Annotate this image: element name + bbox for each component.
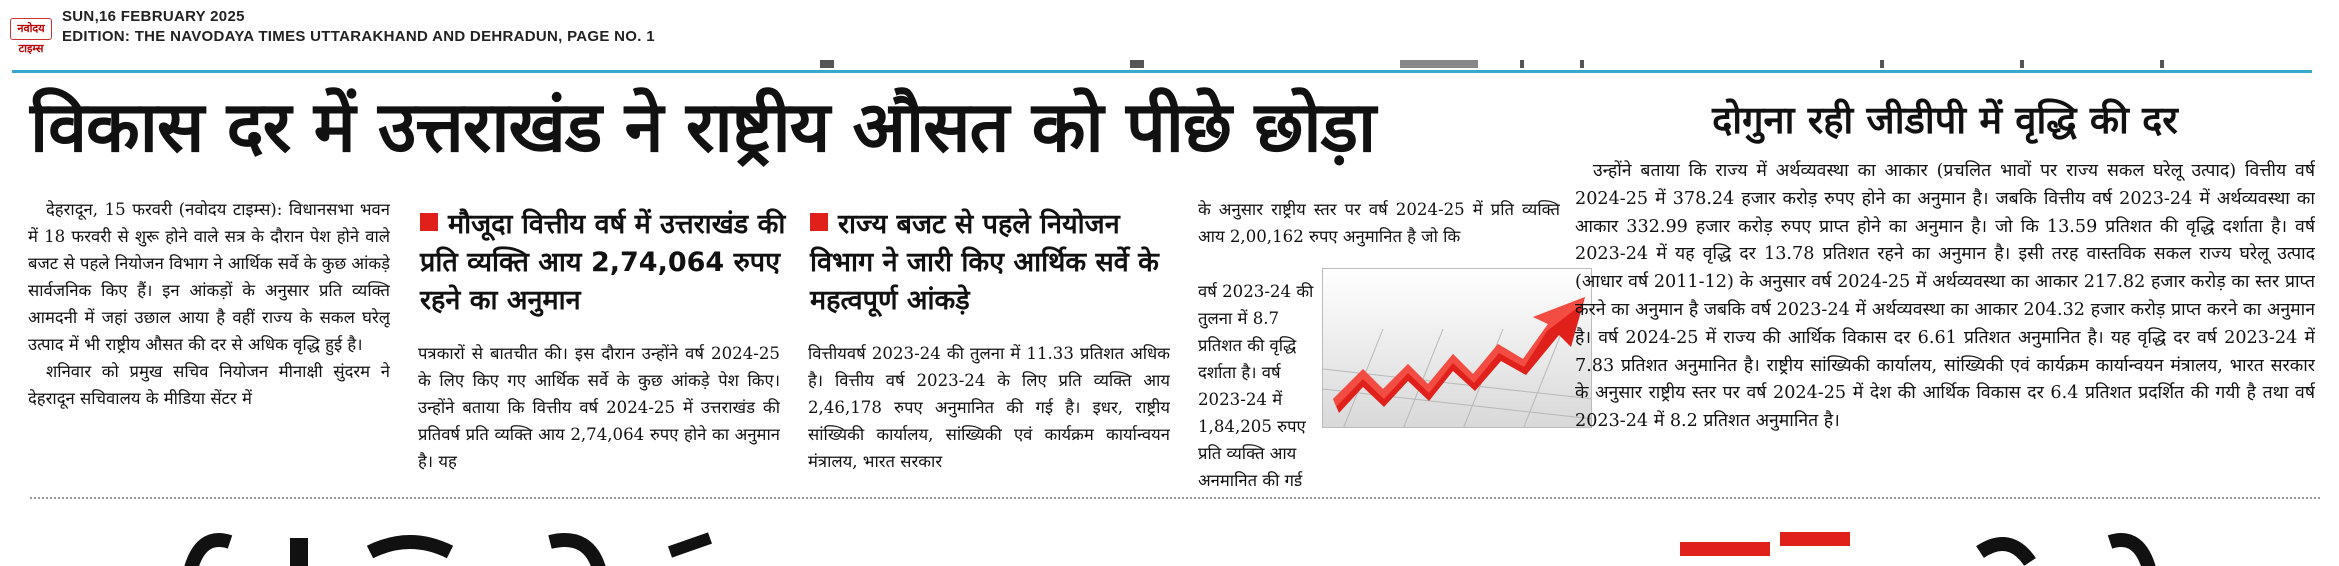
paragraph: वर्ष 2023-24 की तुलना में 8.7 प्रतिशत की…	[1198, 282, 1314, 486]
edition-name: EDITION: THE NAVODAYA TIMES UTTARAKHAND …	[62, 28, 655, 45]
paragraph: उन्होंने बताया कि राज्य में अर्थव्यवस्था…	[1575, 161, 2315, 432]
column-1: देहरादून, 15 फरवरी (नवोदय टाइम्स): विधान…	[28, 196, 390, 486]
fragment	[2160, 60, 2164, 68]
edition-header: नवोदय टाइम्स SUN,16 FEBRUARY 2025 EDITIO…	[0, 0, 2339, 58]
article-headline: विकास दर में उत्तराखंड ने राष्ट्रीय औसत …	[30, 86, 1376, 168]
section-divider	[30, 497, 2320, 499]
column-3: वित्तीयवर्ष 2023-24 की तुलना में 11.33 प…	[808, 340, 1170, 486]
edition-date: SUN,16 FEBRUARY 2025	[62, 8, 245, 25]
paragraph: के अनुसार राष्ट्रीय स्तर पर वर्ष 2024-25…	[1198, 200, 1560, 246]
column-2: पत्रकारों से बातचीत की। इस दौरान उन्होंन…	[418, 340, 780, 486]
column-4-top: के अनुसार राष्ट्रीय स्तर पर वर्ष 2024-25…	[1198, 196, 1560, 276]
clipped-text-fragments	[820, 58, 2300, 70]
paragraph: पत्रकारों से बातचीत की। इस दौरान उन्होंन…	[418, 344, 780, 471]
red-bullet-icon	[810, 213, 828, 231]
paragraph: वित्तीयवर्ष 2023-24 की तुलना में 11.33 प…	[808, 344, 1170, 471]
red-bullet-icon	[420, 213, 438, 231]
newspaper-logo: नवोदय टाइम्स	[10, 18, 52, 55]
next-headline-fragment-red	[1680, 532, 2156, 566]
paragraph: शनिवार को प्रमुख सचिव नियोजन मीनाक्षी सु…	[28, 362, 390, 408]
fragment	[1400, 60, 1478, 68]
fragment	[2020, 60, 2024, 68]
column-4-side: वर्ष 2023-24 की तुलना में 8.7 प्रतिशत की…	[1198, 278, 1316, 486]
subhead-text: राज्य बजट से पहले नियोजन विभाग ने जारी क…	[810, 209, 1159, 316]
column-5: उन्होंने बताया कि राज्य में अर्थव्यवस्था…	[1575, 158, 2315, 488]
fragment	[1580, 60, 1584, 68]
subhead-text: मौजूदा वित्तीय वर्ष में उत्तराखंड की प्र…	[420, 209, 786, 316]
paragraph: देहरादून, 15 फरवरी (नवोदय टाइम्स): विधान…	[28, 200, 390, 354]
growth-arrow-graph-icon	[1322, 268, 1592, 428]
fragment	[1520, 60, 1524, 68]
subhead-economic-survey: राज्य बजट से पहले नियोजन विभाग ने जारी क…	[810, 206, 1180, 320]
subhead-per-capita-income: मौजूदा वित्तीय वर्ष में उत्तराखंड की प्र…	[420, 206, 790, 320]
article-subheadline: दोगुना रही जीडीपी में वृद्धि की दर	[1712, 98, 2178, 142]
fragment	[820, 60, 834, 68]
next-headline-fragment-black	[184, 532, 712, 566]
fragment	[1130, 60, 1144, 68]
header-rule	[12, 70, 2312, 73]
fragment	[1880, 60, 1884, 68]
